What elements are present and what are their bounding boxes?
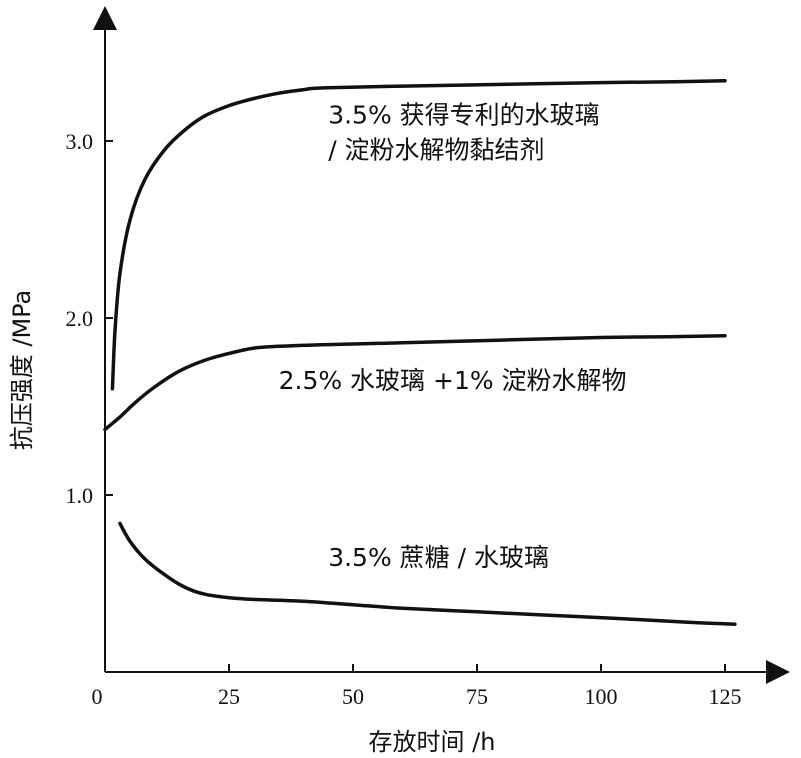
series-line-waterglass-starch — [103, 333, 727, 432]
x-tick-label: 75 — [466, 684, 488, 709]
x-tick-label: 125 — [709, 684, 742, 709]
x-axis-label: 存放时间 /h — [369, 728, 496, 756]
y-tick-label: 1.0 — [66, 483, 94, 508]
series-lines — [103, 79, 737, 626]
axes — [93, 6, 790, 684]
x-tick-label: 0 — [92, 684, 103, 709]
x-tick-label: 25 — [218, 684, 240, 709]
annotations: 3.5% 获得专利的水玻璃 / 淀粉水解物黏结剂 2.5% 水玻璃 +1% 淀粉水解… — [279, 100, 627, 572]
series-annotation: 2.5% 水玻璃 +1% 淀粉水解物 — [279, 366, 627, 395]
series-annotation: 3.5% 蔗糖 / 水玻璃 — [328, 543, 549, 572]
series-line-sucrose-waterglass — [118, 521, 737, 626]
ticks: 0 25 50 75 100 125 1.0 2.0 3.0 — [66, 129, 742, 709]
y-tick-label: 3.0 — [66, 129, 94, 154]
x-tick-label: 50 — [342, 684, 364, 709]
series-annotation: / 淀粉水解物黏结剂 — [328, 136, 544, 165]
series-annotation: 3.5% 获得专利的水玻璃 — [328, 100, 599, 129]
series-line-patented-binder — [110, 79, 727, 391]
y-tick-label: 2.0 — [66, 306, 94, 331]
x-tick-label: 100 — [585, 684, 618, 709]
y-axis-label: 抗压强度 /MPa — [8, 290, 36, 451]
